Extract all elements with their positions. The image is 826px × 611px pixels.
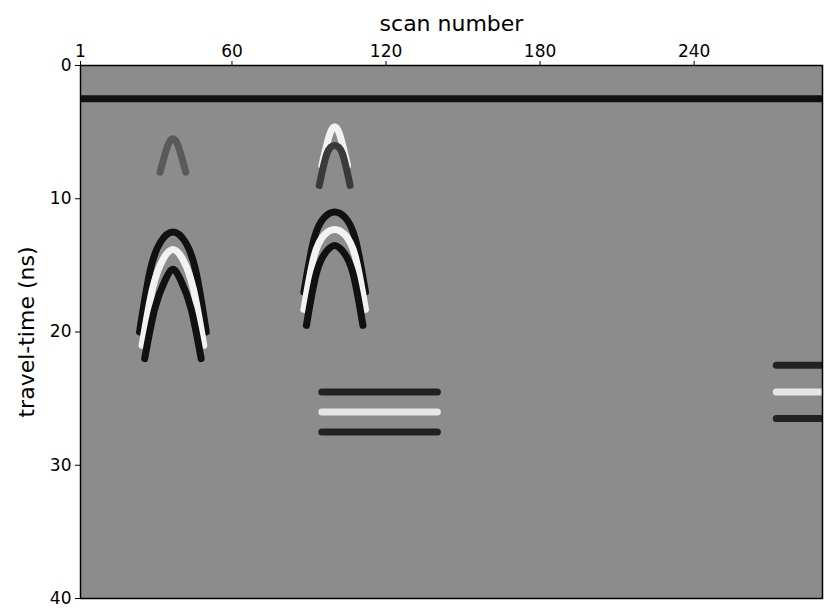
svg-text:1: 1 (75, 41, 86, 61)
svg-text:0: 0 (61, 55, 72, 75)
svg-text:travel-time (ns): travel-time (ns) (14, 246, 39, 417)
svg-text:60: 60 (221, 41, 243, 61)
svg-text:240: 240 (678, 41, 710, 61)
svg-text:30: 30 (50, 455, 72, 475)
svg-text:10: 10 (50, 188, 72, 208)
svg-text:120: 120 (370, 41, 402, 61)
svg-text:20: 20 (50, 321, 72, 341)
svg-text:180: 180 (524, 41, 556, 61)
svg-text:scan number: scan number (380, 11, 525, 36)
svg-text:40: 40 (50, 588, 72, 608)
